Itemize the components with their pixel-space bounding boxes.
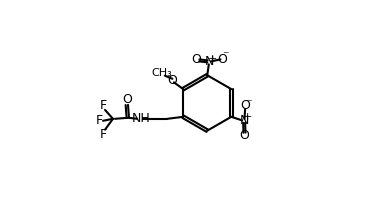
Text: O: O	[168, 74, 177, 87]
Text: O: O	[122, 93, 132, 107]
Text: ⁻: ⁻	[222, 49, 229, 62]
Text: O: O	[239, 129, 249, 142]
Text: ⁻: ⁻	[245, 97, 252, 110]
Text: O: O	[191, 53, 201, 67]
Text: N: N	[239, 114, 249, 127]
Text: O: O	[218, 52, 227, 66]
Text: O: O	[240, 99, 250, 112]
Text: +: +	[208, 54, 218, 64]
Text: N: N	[204, 55, 214, 68]
Text: F: F	[100, 99, 107, 112]
Text: +: +	[242, 112, 252, 122]
Text: CH₃: CH₃	[151, 68, 172, 78]
Text: F: F	[96, 114, 103, 127]
Text: NH: NH	[131, 112, 150, 125]
Text: F: F	[100, 128, 107, 141]
